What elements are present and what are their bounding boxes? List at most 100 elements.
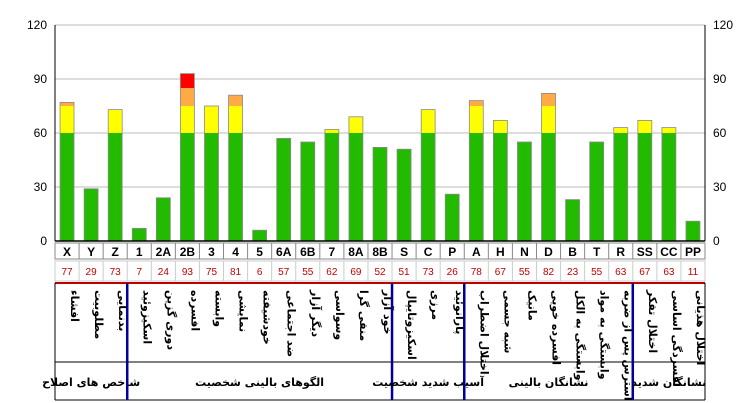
value-PP: 11 [688, 267, 699, 278]
desc-6A: ضد اجتماعی [285, 290, 298, 357]
code-6B: 6B [300, 245, 316, 259]
code-3: 3 [208, 245, 215, 259]
value-5: 6 [257, 267, 263, 278]
axes: 0 0 30 30 60 60 90 90 120 120 [27, 18, 733, 248]
code-row [54, 242, 706, 260]
bar-6B-seg0 [300, 142, 315, 241]
code-1: 1 [136, 245, 143, 259]
bar-D-seg0 [541, 133, 556, 241]
bar-CC-seg1 [661, 127, 676, 133]
value-SS: 67 [639, 267, 651, 278]
desc-X: افشاء [68, 290, 81, 322]
bar-2B-seg2 [180, 88, 195, 106]
bar-1-seg0 [132, 228, 147, 241]
value-3: 75 [206, 267, 218, 278]
desc-3: وابسته [212, 290, 225, 327]
code-CC: CC [660, 245, 678, 259]
bar-A-seg0 [469, 133, 484, 241]
bar-X-seg0 [60, 133, 75, 241]
ytick-left-30: 30 [34, 180, 48, 194]
code-Z: Z [112, 245, 119, 259]
ytick-right-60: 60 [713, 126, 727, 140]
group-label-4: نشانگان شدید [631, 376, 706, 389]
code-N: N [520, 245, 529, 259]
bar-SS-seg1 [637, 120, 652, 133]
value-H: 67 [495, 267, 507, 278]
bar-X-seg1 [60, 106, 75, 133]
value-A: 78 [471, 267, 483, 278]
value-8B: 52 [374, 267, 386, 278]
bar-7-seg1 [324, 129, 339, 133]
value-Z: 73 [110, 267, 122, 278]
bar-A-seg2 [469, 100, 484, 106]
bar-8B-seg0 [373, 147, 387, 241]
desc-P: پارانوئید [453, 290, 466, 334]
bar-6A-seg0 [276, 138, 291, 241]
ytick-left-120: 120 [27, 18, 47, 32]
bar-T-seg0 [589, 142, 604, 241]
bar-H-seg1 [493, 120, 508, 133]
ytick-left-0: 0 [40, 234, 47, 248]
bar-CC-seg0 [661, 133, 676, 241]
value-6A: 57 [278, 267, 290, 278]
code-PP: PP [685, 245, 701, 259]
value-B: 23 [567, 267, 579, 278]
value-Y: 29 [86, 267, 98, 278]
bar-3-seg0 [204, 133, 219, 241]
bar-2B-seg1 [180, 106, 195, 133]
bar-S-seg0 [397, 149, 412, 241]
desc-6B: دیگر آزار [309, 289, 323, 337]
code-D: D [544, 245, 553, 259]
group-label-0: شاخص های اصلاح [42, 376, 140, 389]
code-7: 7 [329, 245, 336, 259]
value-1: 7 [136, 267, 142, 278]
group-label-2: آسیب شدید شخصیت [372, 375, 484, 389]
bar-Z-seg0 [108, 133, 123, 241]
value-8A: 69 [350, 267, 362, 278]
desc-2B: افسرده [188, 290, 201, 331]
desc-T: وابستگی به مواد [598, 290, 611, 380]
code-C: C [424, 245, 433, 259]
code-4: 4 [232, 245, 239, 259]
desc-4: نمایشی [237, 290, 250, 332]
code-2A: 2A [156, 245, 172, 259]
value-6B: 55 [302, 267, 314, 278]
bar-R-seg1 [613, 127, 628, 133]
bar-4-seg0 [228, 133, 243, 241]
ytick-right-30: 30 [713, 180, 727, 194]
code-5: 5 [256, 245, 263, 259]
value-R: 63 [615, 267, 627, 278]
code-Y: Y [87, 245, 95, 259]
ytick-right-0: 0 [713, 234, 720, 248]
desc-7: وسواسی [333, 290, 346, 340]
value-T: 55 [591, 267, 603, 278]
value-P: 26 [447, 267, 459, 278]
bars [59, 73, 701, 242]
desc-Z: بدنمایی [116, 290, 129, 331]
desc-2A: دوری گزین [164, 290, 177, 350]
code-T: T [593, 245, 601, 259]
bar-P-seg0 [445, 194, 460, 241]
bar-2A-seg0 [156, 197, 171, 241]
desc-PP: اختلال هذیانی [694, 290, 707, 365]
value-C: 73 [423, 267, 435, 278]
code-S: S [400, 245, 408, 259]
ytick-right-120: 120 [713, 18, 733, 32]
desc-C: مرزی [429, 290, 442, 320]
bar-D-seg2 [541, 93, 556, 106]
code-SS: SS [637, 245, 653, 259]
bar-B-seg0 [565, 199, 580, 241]
desc-B: وابستگی به الکل [574, 290, 587, 381]
bar-5-seg0 [252, 230, 267, 241]
code-P: P [448, 245, 456, 259]
bar-3-seg1 [204, 106, 219, 133]
bar-PP-seg0 [685, 221, 700, 241]
bar-7-seg0 [324, 133, 339, 241]
bar-8A-seg1 [348, 116, 363, 133]
desc-8A: منفی گرا [357, 290, 370, 341]
ytick-left-60: 60 [34, 126, 48, 140]
group-label-1: الگوهای بالینی شخصیت [195, 376, 324, 389]
ytick-left-90: 90 [34, 72, 48, 86]
desc-N: مانیک [525, 290, 538, 321]
code-A: A [472, 245, 481, 259]
